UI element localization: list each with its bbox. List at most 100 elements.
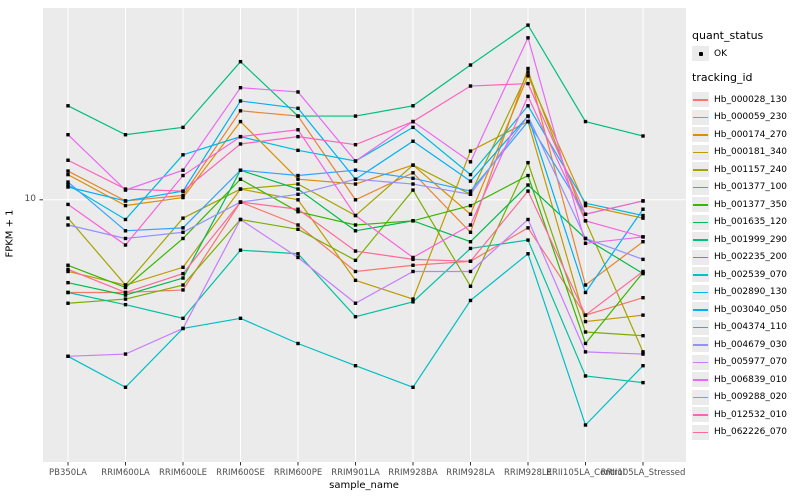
data-point <box>468 223 473 227</box>
legend-item-label: OK <box>714 48 727 59</box>
data-point <box>66 180 70 184</box>
data-point <box>296 255 300 260</box>
data-point <box>468 84 473 88</box>
data-point <box>526 114 530 118</box>
data-point <box>411 255 415 260</box>
legend-tracking-id-items: Hb_000028_130 Hb_000059_230 Hb_000174_270 H… <box>692 91 787 441</box>
data-point <box>238 316 243 321</box>
data-point <box>411 300 415 304</box>
legend-item-label: Hb_002890_130 <box>714 287 788 298</box>
data-point <box>181 153 185 157</box>
data-point <box>238 187 243 191</box>
data-point <box>66 290 70 295</box>
data-point <box>123 352 128 356</box>
data-point <box>181 265 185 269</box>
legend-item-label: Hb_002235_200 <box>714 252 788 263</box>
data-point <box>66 202 70 207</box>
legend-item-label: Hb_001999_290 <box>714 234 788 245</box>
legend-item-label: Hb_062226_070 <box>714 427 788 438</box>
data-point <box>641 239 645 244</box>
data-point <box>353 315 358 319</box>
data-point <box>123 236 128 241</box>
data-point <box>66 223 70 227</box>
data-point <box>123 199 128 203</box>
legend-item-label: Hb_000181_340 <box>714 147 788 158</box>
data-point <box>353 223 358 227</box>
line-key-icon <box>692 284 709 300</box>
data-point <box>181 288 185 292</box>
data-point <box>353 168 358 172</box>
data-point <box>526 36 530 40</box>
data-point <box>411 139 415 143</box>
data-point <box>411 163 415 167</box>
line-key-icon <box>692 214 709 230</box>
legend-item-label: Hb_004374_110 <box>714 322 788 333</box>
data-point <box>123 285 128 290</box>
data-point <box>353 213 358 218</box>
data-point <box>296 210 300 214</box>
legend-item-Hb_001377_350: Hb_001377_350 <box>692 196 787 214</box>
data-point <box>238 119 243 124</box>
data-point <box>468 269 473 274</box>
data-point <box>238 168 243 172</box>
data-point <box>66 280 70 285</box>
data-point <box>296 90 300 94</box>
data-point <box>181 193 185 198</box>
data-point <box>583 283 588 287</box>
data-point <box>641 199 645 203</box>
data-point <box>296 128 300 132</box>
data-point <box>353 258 358 263</box>
line-key-icon <box>692 424 709 440</box>
legend-item-Hb_000181_340: Hb_000181_340 <box>692 144 787 162</box>
data-point <box>66 172 70 177</box>
data-point <box>641 380 645 385</box>
x-tick-label-RRII105LA_Stressed: RRII105LA_Stressed <box>600 468 686 478</box>
x-tick-label-RRIM600LE: RRIM600LE <box>159 468 207 478</box>
data-point <box>353 364 358 368</box>
data-point <box>296 207 300 211</box>
data-point <box>468 212 473 216</box>
data-point <box>583 203 588 208</box>
data-point <box>583 350 588 354</box>
line-key-icon <box>692 302 709 318</box>
legend-item-Hb_005977_070: Hb_005977_070 <box>692 354 787 372</box>
data-point <box>526 66 530 71</box>
data-point <box>296 227 300 232</box>
data-point <box>181 283 185 287</box>
data-point <box>296 341 300 346</box>
y-axis-tick-label: 10 <box>24 194 36 204</box>
x-tick-label-RRIM600LA: RRIM600LA <box>101 468 150 478</box>
data-point <box>583 119 588 124</box>
data-point <box>526 183 530 187</box>
legend-item-Hb_002890_130: Hb_002890_130 <box>692 284 787 302</box>
x-tick-label-RRIM600SE: RRIM600SE <box>216 468 265 478</box>
data-point <box>238 109 243 113</box>
data-point <box>296 198 300 202</box>
line-key-icon <box>692 319 709 335</box>
data-point <box>66 301 70 305</box>
data-point <box>468 189 473 193</box>
legend-item-label: Hb_001377_350 <box>714 199 788 210</box>
data-point <box>296 252 300 256</box>
data-point <box>641 352 645 356</box>
data-point <box>526 226 530 230</box>
data-point <box>66 263 70 267</box>
data-point <box>181 326 185 331</box>
data-point <box>526 217 530 222</box>
data-point <box>353 269 358 274</box>
point-key-icon <box>692 46 709 62</box>
data-point <box>468 298 473 303</box>
data-point <box>526 23 530 27</box>
data-point <box>181 168 185 172</box>
data-point <box>353 301 358 305</box>
data-point <box>238 177 243 181</box>
x-tick-label-RRIM901LA: RRIM901LA <box>331 468 380 478</box>
x-tick-label-RRIM928LE: RRIM928LE <box>504 468 552 478</box>
y-axis-title: FPKM + 1 <box>4 209 16 258</box>
legend-item-Hb_004374_110: Hb_004374_110 <box>692 319 787 337</box>
x-axis-title: sample_name <box>329 480 399 491</box>
legend-item-Hb_002235_200: Hb_002235_200 <box>692 249 787 267</box>
data-point <box>641 313 645 317</box>
data-point <box>353 114 358 118</box>
